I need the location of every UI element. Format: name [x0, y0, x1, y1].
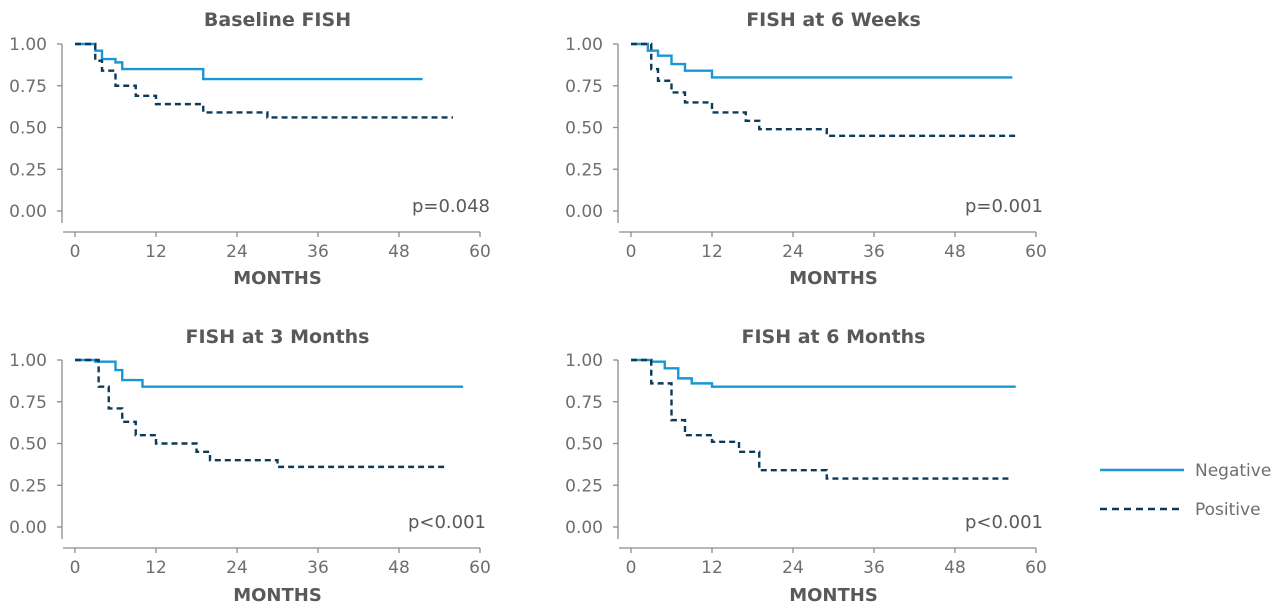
- p-value-annotation: p<0.001: [965, 512, 1043, 533]
- series-line-negative: [75, 358, 464, 388]
- legend-label-negative: Negative: [1195, 461, 1271, 481]
- x-tick-label: 12: [701, 242, 723, 262]
- x-tick-label: 12: [145, 242, 167, 262]
- series-line-positive: [75, 358, 447, 469]
- y-tick-label: 0.00: [565, 518, 603, 538]
- x-tick-label: 36: [307, 242, 329, 262]
- series-line-negative: [631, 358, 1016, 388]
- x-tick-label: 0: [70, 558, 81, 578]
- p-value-annotation: p=0.001: [965, 196, 1043, 217]
- chart-panel-2: FISH at 6 Weeks 0.00 0.25 0.50 0.75 1.00 0 12 24…: [565, 9, 1047, 289]
- panel-title: FISH at 3 Months: [185, 326, 369, 348]
- y-tick-label: 0.50: [9, 435, 47, 455]
- y-tick-label: 0.25: [9, 160, 47, 180]
- panel-title: FISH at 6 Weeks: [746, 9, 921, 31]
- panel-title: Baseline FISH: [204, 9, 351, 31]
- x-tick-label: 48: [944, 558, 966, 578]
- y-tick-label: 0.75: [565, 77, 603, 97]
- series-line-positive: [631, 358, 1013, 480]
- x-axis-label: MONTHS: [233, 585, 322, 606]
- y-tick-label: 0.75: [565, 393, 603, 413]
- x-tick-label: 48: [388, 558, 410, 578]
- x-axis-label: MONTHS: [789, 268, 878, 289]
- y-tick-label: 0.75: [9, 77, 47, 97]
- series-line-negative: [631, 42, 1013, 79]
- x-tick-label: 0: [626, 558, 637, 578]
- x-axis-label: MONTHS: [789, 585, 878, 606]
- x-tick-label: 24: [226, 242, 248, 262]
- x-tick-label: 60: [1025, 558, 1047, 578]
- x-tick-label: 60: [1025, 242, 1047, 262]
- y-tick-label: 0.00: [565, 202, 603, 222]
- x-tick-label: 24: [782, 558, 804, 578]
- series-line-positive: [75, 42, 453, 119]
- panel-title: FISH at 6 Months: [741, 326, 925, 348]
- x-tick-label: 12: [145, 558, 167, 578]
- p-value-annotation: p=0.048: [412, 196, 490, 217]
- y-tick-label: 1.00: [9, 35, 47, 55]
- chart-panel-4: FISH at 6 Months 0.00 0.25 0.50 0.75 1.00 0 12 2…: [565, 326, 1047, 606]
- x-tick-label: 48: [944, 242, 966, 262]
- x-tick-label: 60: [469, 242, 491, 262]
- x-tick-label: 0: [626, 242, 637, 262]
- y-tick-label: 1.00: [565, 35, 603, 55]
- y-tick-label: 0.25: [565, 160, 603, 180]
- chart-panel-1: Baseline FISH 0.00 0.25 0.50 0.75 1.00 0 12 24 36…: [9, 9, 491, 289]
- series-line-negative: [75, 42, 423, 81]
- series-line-positive: [631, 42, 1016, 138]
- legend: Negative Positive: [1100, 461, 1271, 520]
- x-tick-label: 36: [863, 242, 885, 262]
- y-tick-label: 1.00: [9, 351, 47, 371]
- chart-panel-3: FISH at 3 Months 0.00 0.25 0.50 0.75 1.00 0 12 2…: [9, 326, 491, 606]
- x-axis-label: MONTHS: [233, 268, 322, 289]
- x-tick-label: 60: [469, 558, 491, 578]
- y-tick-label: 1.00: [565, 351, 603, 371]
- x-tick-label: 12: [701, 558, 723, 578]
- x-tick-label: 36: [307, 558, 329, 578]
- x-tick-label: 24: [226, 558, 248, 578]
- x-tick-label: 48: [388, 242, 410, 262]
- y-tick-label: 0.75: [9, 393, 47, 413]
- y-tick-label: 0.50: [565, 119, 603, 139]
- y-tick-label: 0.00: [9, 202, 47, 222]
- y-tick-label: 0.25: [565, 476, 603, 496]
- x-tick-label: 24: [782, 242, 804, 262]
- chart-panels: Baseline FISH 0.00 0.25 0.50 0.75 1.00 0 12 24 36…: [9, 9, 1047, 606]
- legend-label-positive: Positive: [1195, 500, 1261, 520]
- x-tick-label: 36: [863, 558, 885, 578]
- p-value-annotation: p<0.001: [408, 512, 486, 533]
- y-tick-label: 0.00: [9, 518, 47, 538]
- y-tick-label: 0.50: [565, 435, 603, 455]
- y-tick-label: 0.25: [9, 476, 47, 496]
- y-tick-label: 0.50: [9, 119, 47, 139]
- x-tick-label: 0: [70, 242, 81, 262]
